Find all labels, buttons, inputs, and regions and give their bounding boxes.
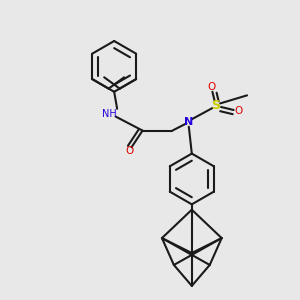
Text: N: N bbox=[184, 117, 194, 127]
Text: O: O bbox=[126, 146, 134, 156]
Text: NH: NH bbox=[102, 109, 117, 119]
Text: S: S bbox=[211, 99, 220, 112]
Text: O: O bbox=[207, 82, 215, 92]
Text: O: O bbox=[234, 106, 242, 116]
